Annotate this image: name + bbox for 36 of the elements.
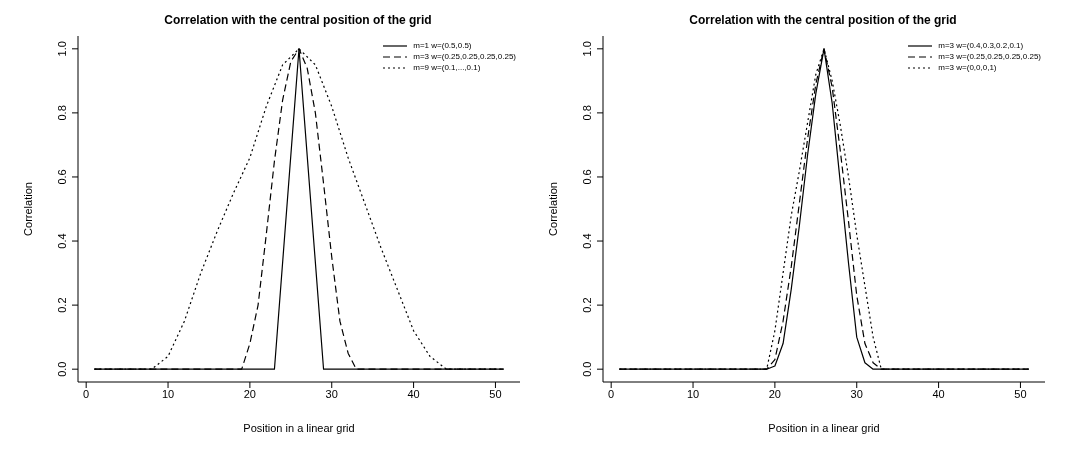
legend-label: m=9 w=(0.1,...,0.1) bbox=[413, 63, 481, 72]
x-tick-label: 10 bbox=[161, 387, 175, 400]
legend-label: m=3 w=(0.4,0.3,0.2,0.1) bbox=[938, 41, 1024, 50]
y-tick-label: 0.2 bbox=[56, 297, 68, 313]
chart-title: Correlation with the central position of the grid bbox=[688, 12, 958, 29]
x-tick-label: 10 bbox=[686, 387, 700, 400]
y-tick-label: 0.2 bbox=[581, 297, 593, 313]
legend-label: m=3 w=(0.25,0.25,0.25,0.25) bbox=[413, 52, 516, 61]
y-tick-label: 1.0 bbox=[581, 41, 593, 57]
y-tick-label: 0.0 bbox=[581, 361, 593, 377]
x-tick-label: 30 bbox=[325, 387, 338, 400]
legend-label: m=1 w=(0.5,0.5) bbox=[413, 41, 472, 50]
legend-label: m=3 w=(0.25,0.25,0.25,0.25) bbox=[938, 52, 1041, 61]
x-tick-label: 20 bbox=[243, 387, 257, 400]
x-tick-label: 20 bbox=[768, 387, 782, 400]
x-axis-title: Position in a linear grid bbox=[243, 422, 355, 434]
y-axis-title: Correlation bbox=[21, 182, 34, 236]
x-axis-title: Position in a linear grid bbox=[768, 422, 880, 434]
x-tick-label: 40 bbox=[407, 387, 420, 400]
y-axis-title: Correlation bbox=[546, 182, 559, 236]
x-tick-label: 40 bbox=[932, 387, 945, 400]
x-tick-label: 0 bbox=[83, 387, 90, 400]
y-tick-label: 0.4 bbox=[581, 233, 593, 249]
x-tick-label: 0 bbox=[608, 387, 615, 400]
legend-label: m=3 w=(0,0,0,1) bbox=[938, 63, 997, 72]
x-tick-label: 50 bbox=[1014, 387, 1027, 400]
y-tick-label: 0.6 bbox=[56, 169, 68, 185]
y-tick-label: 0.8 bbox=[581, 105, 593, 121]
y-tick-label: 1.0 bbox=[56, 41, 68, 57]
chart-title: Correlation with the central position of the grid bbox=[163, 12, 433, 29]
y-tick-label: 0.0 bbox=[56, 361, 68, 377]
y-tick-label: 0.4 bbox=[56, 233, 68, 249]
y-tick-label: 0.6 bbox=[581, 169, 593, 185]
y-tick-label: 0.8 bbox=[56, 105, 68, 121]
x-tick-label: 30 bbox=[850, 387, 863, 400]
x-tick-label: 50 bbox=[489, 387, 502, 400]
